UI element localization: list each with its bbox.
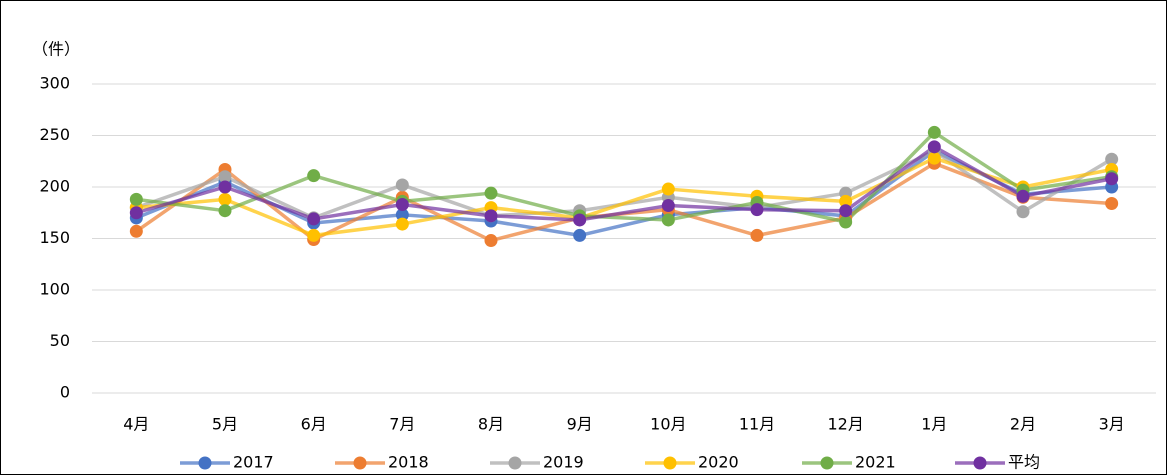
data-point [839,215,853,229]
data-point [484,234,498,248]
data-point [218,180,232,194]
data-point [750,203,764,217]
data-point [573,213,587,227]
data-point [395,178,409,192]
x-tick-label: 12月 [827,415,863,434]
data-point [1105,196,1119,210]
data-point [839,204,853,218]
legend-marker [663,456,677,470]
x-tick-label: 4月 [123,415,149,434]
data-point [218,204,232,218]
data-point [1105,152,1119,166]
data-point [573,228,587,242]
data-point [395,217,409,231]
y-tick-label: 300 [39,74,70,93]
series-line [136,130,1112,224]
legend-label: 2020 [698,453,739,472]
data-point [129,192,143,206]
data-point [218,192,232,206]
data-point [661,199,675,213]
x-tick-label: 3月 [1099,415,1125,434]
legend-label: 2017 [233,453,274,472]
data-point [218,170,232,184]
x-tick-label: 9月 [567,415,593,434]
y-tick-label: 150 [39,228,70,247]
data-point [661,182,675,196]
data-point [129,224,143,238]
data-point [1105,172,1119,186]
legend-marker [198,456,212,470]
y-axis-label: （件） [32,40,80,59]
data-point [395,208,409,222]
series-line [135,149,1112,238]
x-tick-label: 10月 [650,415,686,434]
legend-marker [508,456,522,470]
legend-marker [820,456,834,470]
data-point [307,212,321,226]
legend-label: 2018 [388,453,429,472]
series-line [135,145,1113,222]
x-tick-label: 7月 [389,415,415,434]
x-tick-label: 11月 [739,415,775,434]
x-tick-label: 1月 [921,415,947,434]
data-point [839,194,853,208]
y-tick-label: 50 [50,331,70,350]
data-point [927,140,941,154]
data-point [307,169,321,183]
data-point [129,206,143,220]
y-tick-label: 0 [60,383,70,402]
legend-label: 2021 [855,453,896,472]
x-tick-label: 2月 [1010,415,1036,434]
x-tick-label: 8月 [478,415,504,434]
series-line [136,156,1113,238]
y-tick-label: 100 [39,280,70,299]
data-point [484,186,498,200]
data-point [395,198,409,212]
legend-label: 2019 [543,453,584,472]
y-tick-label: 200 [39,177,70,196]
data-point [661,213,675,227]
data-point [307,228,321,242]
data-point [750,228,764,242]
y-tick-label: 250 [39,125,70,144]
x-tick-label: 5月 [212,415,238,434]
data-point [484,209,498,223]
legend-marker [973,456,987,470]
x-tick-label: 6月 [301,415,327,434]
data-point [1016,205,1030,219]
legend-marker [353,456,367,470]
data-point [1016,189,1030,203]
legend-label: 平均 [1008,453,1040,472]
data-point [927,151,941,165]
data-point [927,125,941,139]
